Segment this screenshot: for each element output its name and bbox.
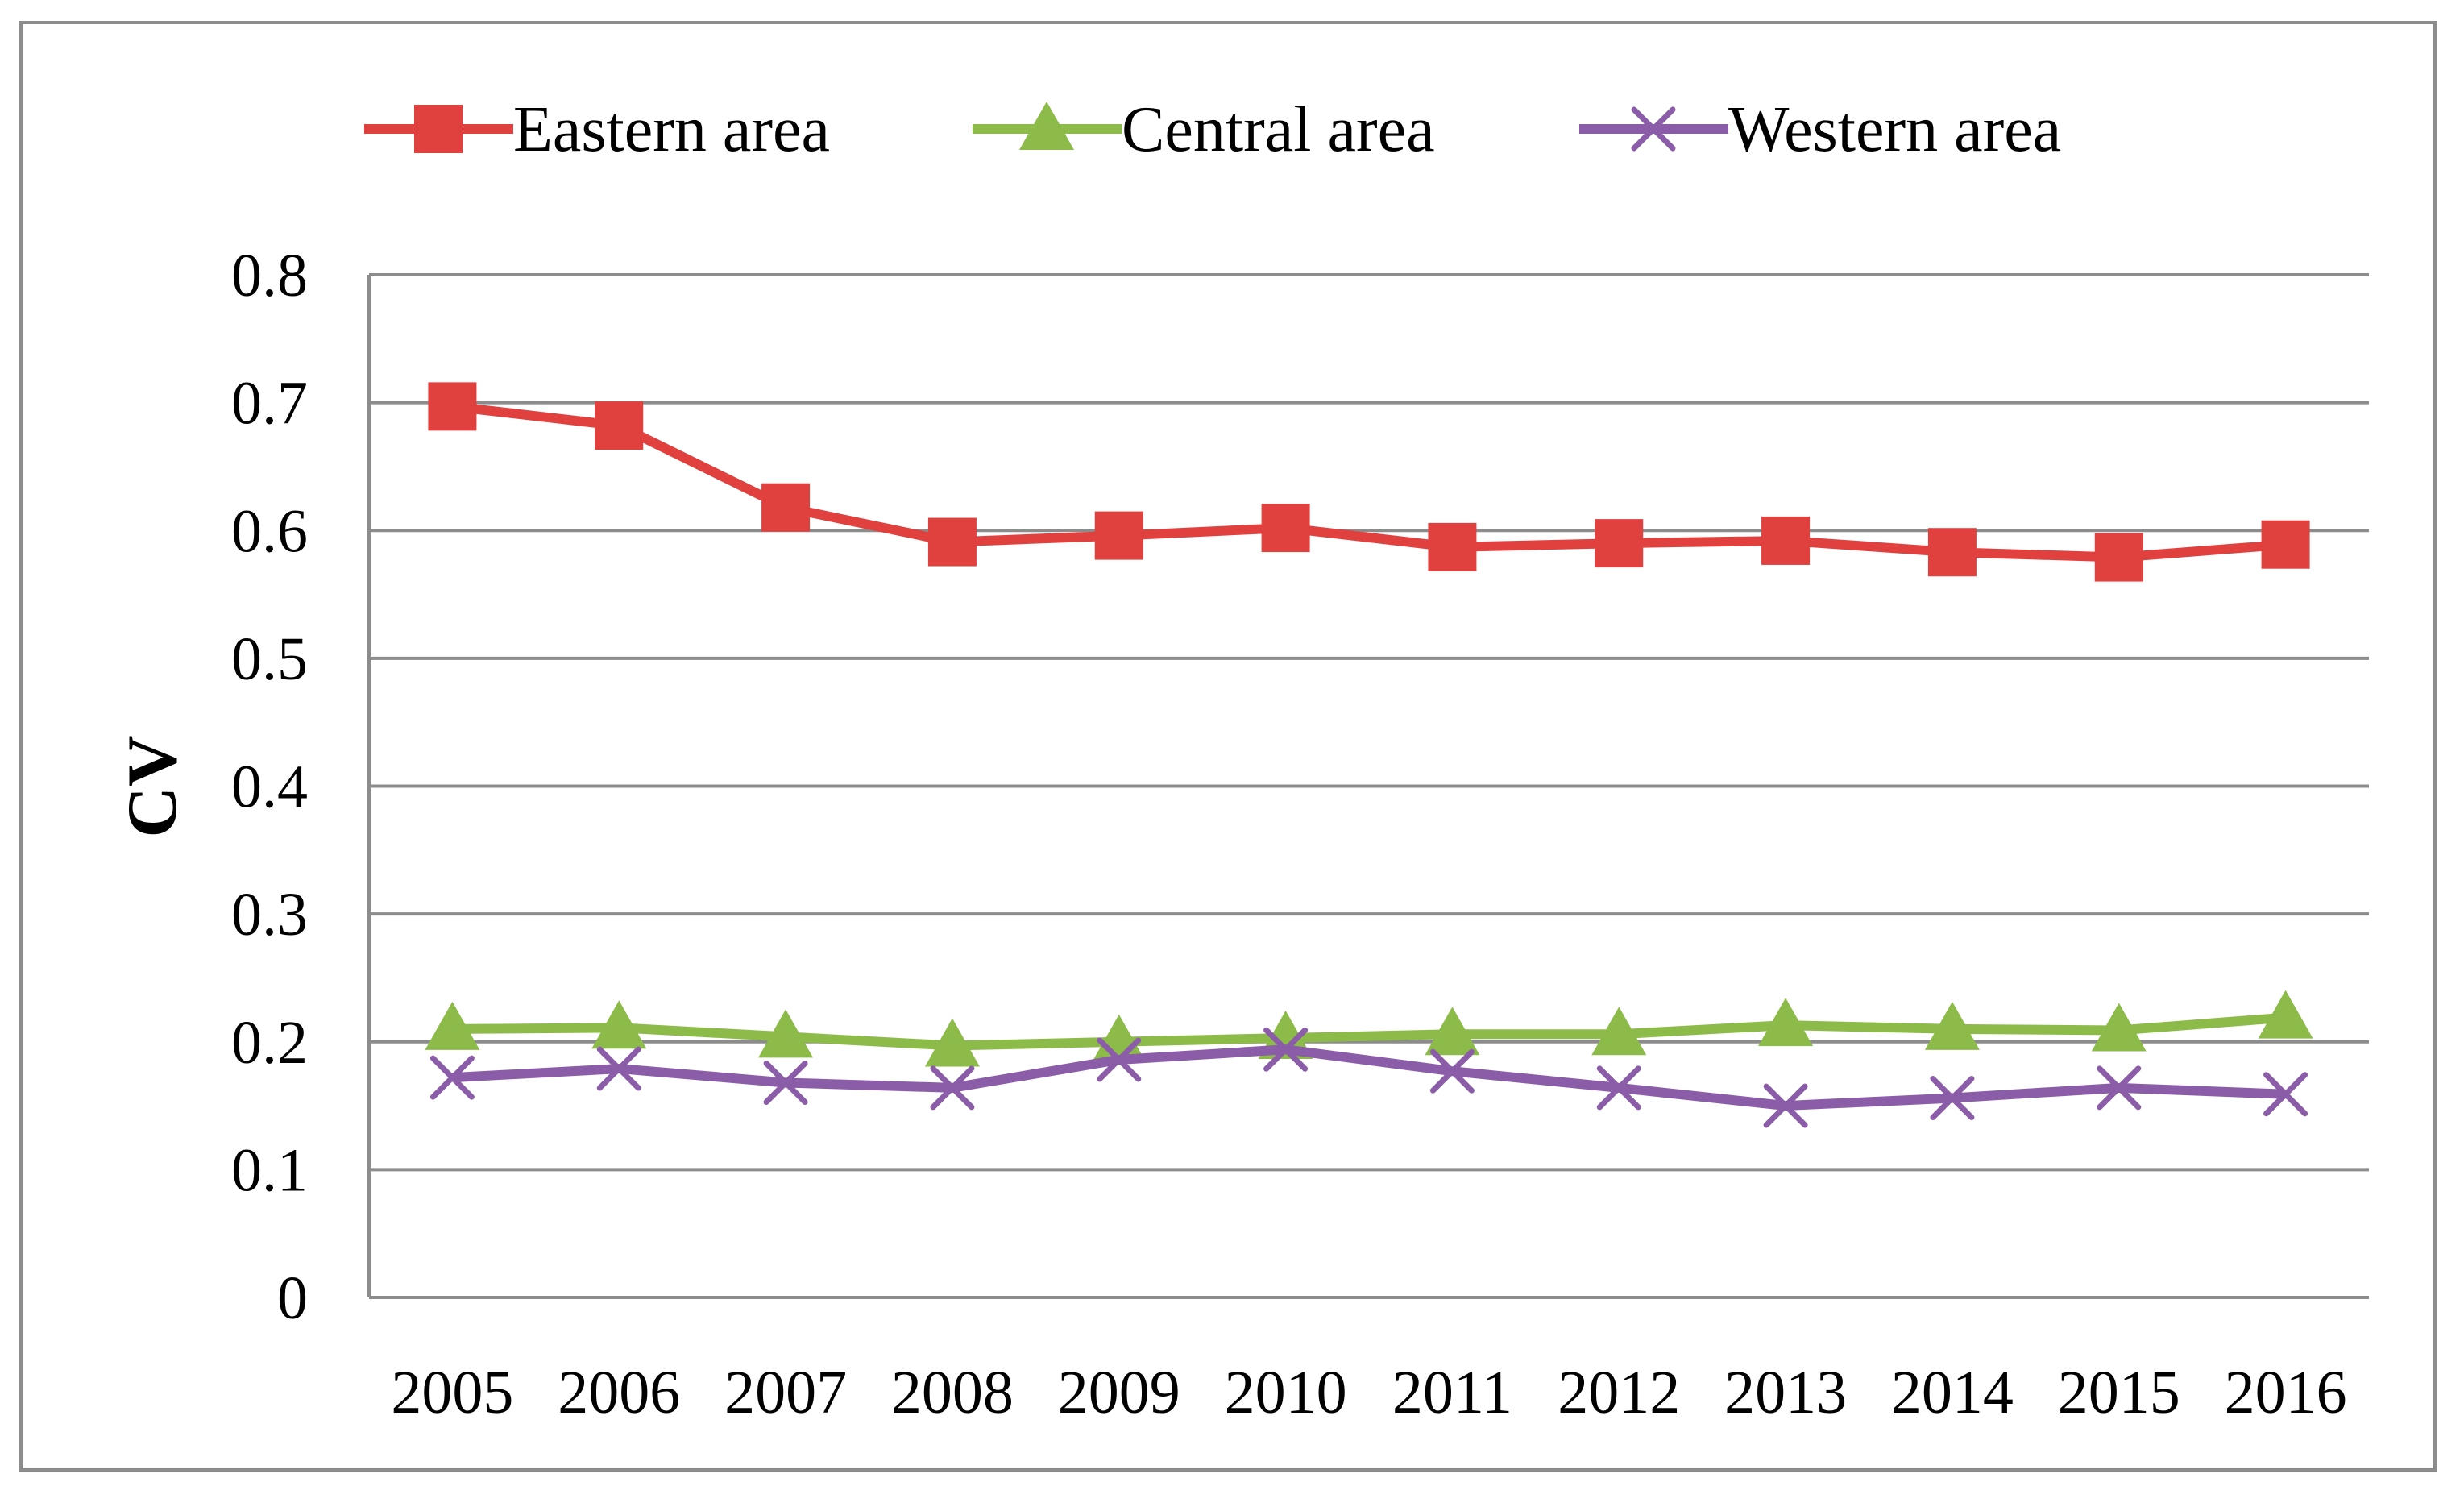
data-point-eastern-area — [2261, 520, 2310, 569]
data-point-western-area — [2097, 1065, 2142, 1111]
data-point-western-area — [1596, 1065, 1641, 1111]
data-point-central-area — [758, 1009, 814, 1058]
series-layer — [425, 382, 2313, 1128]
data-point-western-area — [1263, 1027, 1309, 1072]
data-point-central-area — [1591, 1007, 1647, 1056]
data-point-western-area — [596, 1046, 641, 1091]
data-point-western-area — [1930, 1076, 1975, 1121]
legend-label-western-area: Western area — [1728, 94, 2061, 165]
legend-label-eastern-area: Eastern area — [513, 94, 830, 165]
chart-frame — [19, 21, 2437, 1472]
y-tick-label: 0.1 — [231, 1136, 308, 1204]
data-point-western-area — [1763, 1083, 1808, 1128]
data-point-central-area — [924, 1018, 980, 1067]
legend-item-central-area: Central area — [973, 94, 1435, 165]
data-point-eastern-area — [1595, 519, 1644, 568]
data-point-eastern-area — [1927, 528, 1977, 577]
y-tick-label: 0.8 — [231, 242, 308, 309]
data-point-western-area — [1429, 1048, 1475, 1094]
series-line-eastern-area — [451, 401, 2287, 563]
x-tick-label: 2005 — [391, 1359, 513, 1426]
legend-label-central-area: Central area — [1122, 94, 1435, 165]
legend-item-eastern-area: Eastern area — [364, 94, 830, 165]
x-tick-label: 2014 — [1891, 1359, 2014, 1426]
series-line-central-area — [452, 1012, 2287, 1051]
data-point-eastern-area — [1761, 516, 1811, 565]
series-line-western-area — [452, 1044, 2286, 1111]
data-point-central-area — [1425, 1007, 1480, 1056]
y-tick-label: 0.4 — [231, 754, 308, 821]
x-tick-label: 2009 — [1058, 1359, 1180, 1426]
data-point-central-area — [591, 1000, 647, 1049]
x-tick-label: 2013 — [1724, 1359, 1847, 1426]
data-point-eastern-area — [1428, 522, 1477, 571]
data-point-eastern-area — [761, 483, 811, 532]
data-point-western-area — [763, 1061, 808, 1106]
data-point-central-area — [1091, 1014, 1147, 1063]
y-tick-label: 0.6 — [231, 497, 308, 565]
series-western-area — [429, 1027, 2308, 1128]
data-point-eastern-area — [927, 517, 977, 567]
x-tick-label: 2011 — [1392, 1359, 1512, 1426]
data-point-eastern-area — [1261, 504, 1310, 553]
data-point-central-area — [425, 1001, 480, 1050]
grid-layer: 0 0.1 0.2 0.3 0.4 0.5 0.6 0.7 0.8 2005 2006 2007 200… — [231, 242, 2369, 1426]
x-tick-label: 2008 — [891, 1359, 1014, 1426]
data-point-central-area — [1924, 1001, 1980, 1050]
data-point-central-area — [2091, 1003, 2147, 1052]
x-tick-label: 2007 — [724, 1359, 847, 1426]
data-point-western-area — [2263, 1072, 2308, 1117]
data-point-western-area — [1097, 1037, 1142, 1082]
series-central-area — [425, 990, 2313, 1067]
y-tick-label: 0.5 — [231, 625, 308, 693]
data-point-eastern-area — [1094, 511, 1143, 560]
x-tick-label: 2012 — [1558, 1359, 1680, 1426]
y-axis-title: CV — [114, 735, 192, 837]
y-tick-label: 0.2 — [231, 1009, 308, 1077]
series-eastern-area — [428, 382, 2310, 582]
y-tick-label: 0.3 — [231, 881, 308, 949]
legend-marker-eastern-area — [414, 105, 463, 153]
x-tick-label: 2010 — [1225, 1359, 1347, 1426]
legend-marker-western-area — [1631, 106, 1676, 152]
data-point-western-area — [930, 1065, 975, 1111]
data-point-central-area — [2258, 990, 2313, 1039]
legend-item-western-area: Western area — [1579, 94, 2061, 165]
data-point-eastern-area — [2094, 533, 2143, 582]
data-point-central-area — [1758, 998, 1814, 1047]
x-tick-label: 2006 — [558, 1359, 680, 1426]
x-tick-label: 2015 — [2058, 1359, 2180, 1426]
y-tick-label: 0 — [277, 1264, 308, 1332]
data-point-eastern-area — [428, 382, 477, 431]
data-point-eastern-area — [595, 401, 644, 450]
y-tick-label: 0.7 — [231, 370, 308, 438]
x-tick-label: 2016 — [2225, 1359, 2347, 1426]
legend-marker-central-area — [1019, 102, 1074, 150]
data-point-western-area — [429, 1055, 475, 1100]
legend: Eastern area Central area Western area — [364, 94, 2061, 165]
